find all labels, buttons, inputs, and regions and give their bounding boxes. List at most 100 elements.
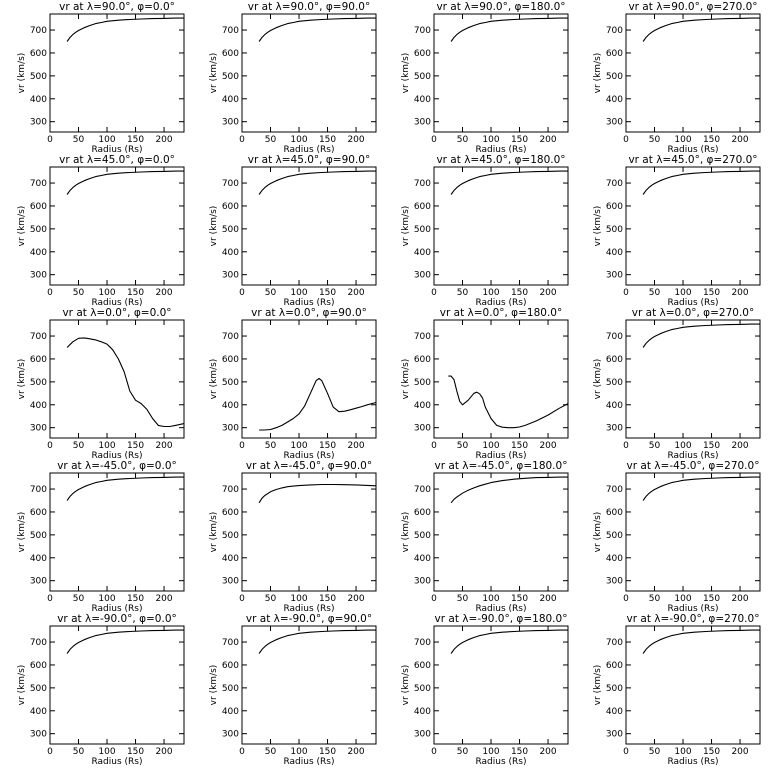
x-axis-label: Radius (Rs)	[667, 604, 718, 614]
x-axis-label: Radius (Rs)	[667, 451, 718, 461]
y-tick-label: 500	[414, 531, 431, 541]
chart-title: vr at λ=45.0°, φ=270.0°	[628, 154, 757, 166]
x-axis-label: Radius (Rs)	[667, 298, 718, 308]
chart-title: vr at λ=0.0°, φ=90.0°	[251, 307, 367, 319]
y-axis-label: vr (km/s)	[17, 53, 27, 94]
x-tick-label: 200	[539, 594, 556, 604]
series-line	[450, 17, 568, 42]
chart-panel: vr at λ=45.0°, φ=90.0° 0 50 100 150 200 300 400…	[209, 154, 377, 308]
y-tick-label: 500	[222, 531, 239, 541]
chart-title: vr at λ=-90.0°, φ=180.0°	[435, 613, 568, 625]
x-tick-label: 150	[127, 135, 144, 145]
y-tick-label: 600	[222, 49, 239, 59]
y-axis-label: vr (km/s)	[209, 359, 219, 400]
y-tick-label: 300	[222, 730, 239, 740]
y-tick-label: 500	[222, 378, 239, 388]
chart-panel: vr at λ=-45.0°, φ=270.0° 0 50 100 150 200 300 4…	[593, 460, 761, 614]
x-tick-label: 150	[319, 441, 336, 451]
y-axis-label: vr (km/s)	[593, 53, 603, 94]
y-tick-label: 700	[222, 638, 239, 648]
x-tick-label: 0	[623, 135, 629, 145]
y-tick-label: 500	[414, 72, 431, 82]
x-tick-label: 100	[482, 288, 499, 298]
y-tick-label: 500	[414, 684, 431, 694]
x-tick-label: 100	[482, 594, 499, 604]
x-tick-label: 0	[239, 441, 245, 451]
plot-frame	[241, 319, 377, 439]
y-tick-label: 400	[222, 248, 239, 258]
x-tick-label: 50	[649, 441, 661, 451]
y-tick-label: 600	[222, 661, 239, 671]
y-tick-label: 500	[606, 225, 623, 235]
chart-title: vr at λ=-45.0°, φ=180.0°	[435, 460, 568, 472]
x-tick-label: 50	[649, 135, 661, 145]
y-tick-label: 300	[30, 118, 47, 128]
chart-panel: vr at λ=-90.0°, φ=90.0° 0 50 100 150 200 300 40…	[209, 613, 377, 767]
y-axis-label: vr (km/s)	[17, 206, 27, 247]
x-tick-label: 50	[457, 288, 469, 298]
y-axis-label: vr (km/s)	[401, 512, 411, 553]
y-tick-label: 400	[222, 707, 239, 717]
chart-panel: vr at λ=45.0°, φ=270.0° 0 50 100 150 200 300 40…	[593, 154, 761, 308]
chart-panel: vr at λ=-45.0°, φ=180.0° 0 50 100 150 200 300 4…	[401, 460, 569, 614]
y-tick-label: 700	[222, 179, 239, 189]
x-tick-label: 150	[127, 288, 144, 298]
plot-frame	[241, 472, 377, 592]
y-tick-label: 400	[606, 248, 623, 258]
y-tick-label: 600	[606, 355, 623, 365]
x-tick-label: 50	[265, 135, 277, 145]
x-tick-label: 0	[431, 135, 437, 145]
y-tick-label: 400	[414, 95, 431, 105]
y-tick-label: 600	[222, 202, 239, 212]
y-tick-label: 700	[606, 485, 623, 495]
y-tick-label: 300	[30, 271, 47, 281]
x-tick-label: 50	[265, 441, 277, 451]
x-tick-label: 50	[457, 594, 469, 604]
y-axis-label: vr (km/s)	[209, 206, 219, 247]
x-tick-label: 200	[155, 747, 172, 757]
x-axis-label: Radius (Rs)	[91, 604, 142, 614]
x-tick-label: 150	[127, 594, 144, 604]
y-axis-label: vr (km/s)	[17, 665, 27, 706]
series-line	[448, 375, 569, 429]
x-tick-label: 0	[239, 135, 245, 145]
y-tick-label: 700	[414, 638, 431, 648]
y-tick-label: 300	[414, 424, 431, 434]
x-tick-label: 200	[347, 135, 364, 145]
y-tick-label: 700	[222, 485, 239, 495]
y-axis-label: vr (km/s)	[209, 53, 219, 94]
series-line	[66, 17, 184, 42]
plot-frame	[433, 472, 569, 592]
y-tick-label: 600	[414, 661, 431, 671]
plot-frame	[241, 625, 377, 745]
x-tick-label: 100	[290, 747, 307, 757]
y-tick-label: 400	[222, 554, 239, 564]
y-tick-label: 500	[606, 72, 623, 82]
y-tick-label: 600	[414, 355, 431, 365]
y-tick-label: 500	[606, 684, 623, 694]
y-tick-label: 400	[606, 95, 623, 105]
y-axis-label: vr (km/s)	[209, 665, 219, 706]
plot-frame	[625, 472, 761, 592]
x-axis-label: Radius (Rs)	[667, 145, 718, 155]
x-tick-label: 200	[731, 594, 748, 604]
x-tick-label: 100	[482, 441, 499, 451]
y-tick-label: 700	[606, 638, 623, 648]
y-tick-label: 300	[414, 577, 431, 587]
y-tick-label: 500	[30, 531, 47, 541]
x-axis-label: Radius (Rs)	[283, 604, 334, 614]
y-tick-label: 700	[606, 332, 623, 342]
y-tick-label: 300	[30, 424, 47, 434]
x-tick-label: 0	[239, 747, 245, 757]
chart-title: vr at λ=-45.0°, φ=0.0°	[57, 460, 177, 472]
y-tick-label: 600	[606, 202, 623, 212]
y-axis-label: vr (km/s)	[401, 359, 411, 400]
x-axis-label: Radius (Rs)	[475, 604, 526, 614]
x-tick-label: 0	[623, 747, 629, 757]
y-tick-label: 300	[414, 271, 431, 281]
x-tick-label: 50	[265, 594, 277, 604]
chart-title: vr at λ=-90.0°, φ=270.0°	[627, 613, 760, 625]
series-line	[258, 483, 377, 504]
chart-panel: vr at λ=-45.0°, φ=0.0° 0 50 100 150 200 300 400…	[17, 460, 185, 614]
y-tick-label: 300	[30, 577, 47, 587]
